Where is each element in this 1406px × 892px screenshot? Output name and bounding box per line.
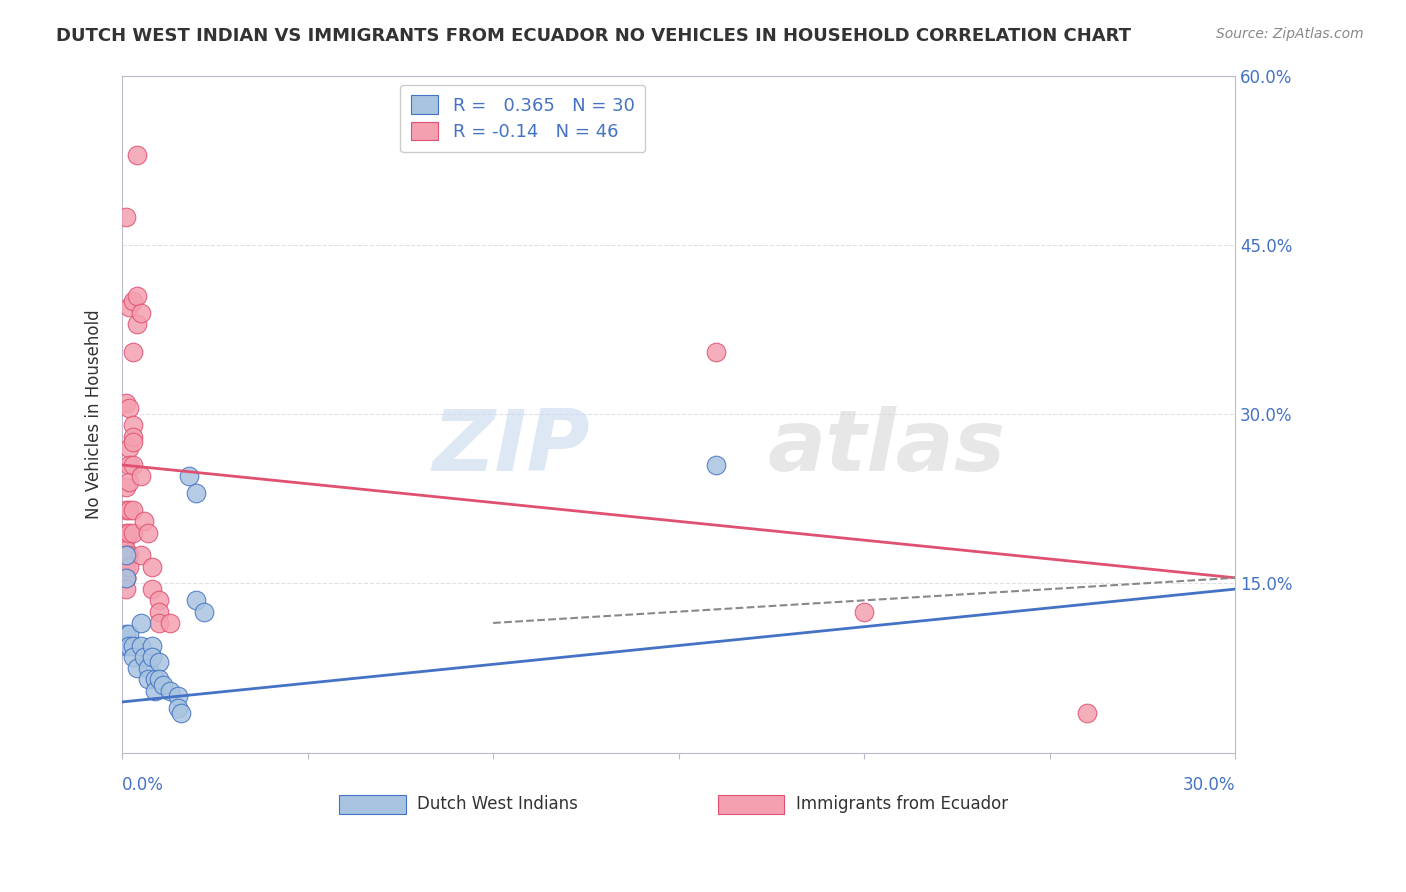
Point [166, 700, 188, 714]
Point [704, 345, 727, 359]
Point [170, 706, 193, 721]
Point [141, 582, 163, 596]
Point [122, 639, 145, 653]
Point [148, 673, 170, 687]
Point [186, 593, 208, 607]
Point [114, 210, 136, 224]
Point [148, 593, 170, 607]
Point [122, 294, 145, 309]
Point [1076, 706, 1098, 721]
Point [122, 649, 145, 664]
Point [114, 481, 136, 495]
Point [125, 288, 148, 302]
Point [118, 548, 141, 562]
Point [114, 548, 136, 562]
Point [134, 514, 156, 528]
Point [114, 559, 136, 574]
Y-axis label: No Vehicles in Household: No Vehicles in Household [86, 310, 103, 519]
Point [118, 300, 141, 314]
Point [122, 435, 145, 450]
Point [159, 615, 181, 630]
Point [129, 469, 152, 483]
Point [148, 615, 170, 630]
Point [118, 559, 141, 574]
Point [136, 673, 159, 687]
Text: 0.0%: 0.0% [122, 776, 165, 794]
Point [125, 147, 148, 161]
Point [141, 559, 163, 574]
Point [148, 605, 170, 619]
Point [114, 582, 136, 596]
FancyBboxPatch shape [339, 795, 406, 814]
Text: Source: ZipAtlas.com: Source: ZipAtlas.com [1216, 27, 1364, 41]
Point [148, 656, 170, 670]
Point [114, 627, 136, 641]
Text: ZIP: ZIP [432, 407, 589, 490]
Point [114, 548, 136, 562]
Point [122, 345, 145, 359]
Point [114, 531, 136, 545]
Point [122, 525, 145, 540]
Point [114, 525, 136, 540]
Text: Dutch West Indians: Dutch West Indians [418, 795, 578, 813]
Point [114, 542, 136, 557]
Point [118, 401, 141, 416]
Point [114, 396, 136, 410]
Point [114, 571, 136, 585]
Point [114, 571, 136, 585]
Point [166, 690, 188, 704]
Point [114, 571, 136, 585]
Point [122, 418, 145, 433]
Point [129, 548, 152, 562]
FancyBboxPatch shape [717, 795, 785, 814]
Point [136, 525, 159, 540]
Text: Immigrants from Ecuador: Immigrants from Ecuador [796, 795, 1008, 813]
Point [152, 678, 174, 692]
Point [129, 305, 152, 319]
Text: 30.0%: 30.0% [1182, 776, 1236, 794]
Text: DUTCH WEST INDIAN VS IMMIGRANTS FROM ECUADOR NO VEHICLES IN HOUSEHOLD CORRELATIO: DUTCH WEST INDIAN VS IMMIGRANTS FROM ECU… [56, 27, 1132, 45]
Point [193, 605, 215, 619]
Point [118, 525, 141, 540]
Point [141, 639, 163, 653]
Point [122, 503, 145, 517]
Point [118, 627, 141, 641]
Point [118, 639, 141, 653]
Point [141, 649, 163, 664]
Point [114, 639, 136, 653]
Point [118, 503, 141, 517]
Point [125, 317, 148, 331]
Point [125, 661, 148, 675]
Point [134, 649, 156, 664]
Point [118, 458, 141, 472]
Point [129, 639, 152, 653]
Point [118, 441, 141, 455]
Point [114, 503, 136, 517]
Point [118, 475, 141, 489]
Text: atlas: atlas [768, 407, 1005, 490]
Point [145, 683, 167, 698]
Point [186, 486, 208, 500]
Legend: R =   0.365   N = 30, R = -0.14   N = 46: R = 0.365 N = 30, R = -0.14 N = 46 [401, 85, 645, 153]
Point [136, 661, 159, 675]
Point [853, 605, 876, 619]
Point [159, 683, 181, 698]
Point [129, 615, 152, 630]
Point [122, 430, 145, 444]
Point [122, 458, 145, 472]
Point [177, 469, 200, 483]
Point [145, 673, 167, 687]
Point [704, 458, 727, 472]
